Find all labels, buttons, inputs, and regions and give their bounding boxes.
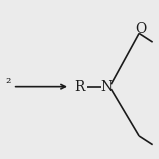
Text: R: R bbox=[74, 80, 85, 94]
Text: N: N bbox=[100, 80, 112, 94]
Text: ₂: ₂ bbox=[5, 73, 11, 86]
Text: O: O bbox=[135, 22, 146, 36]
